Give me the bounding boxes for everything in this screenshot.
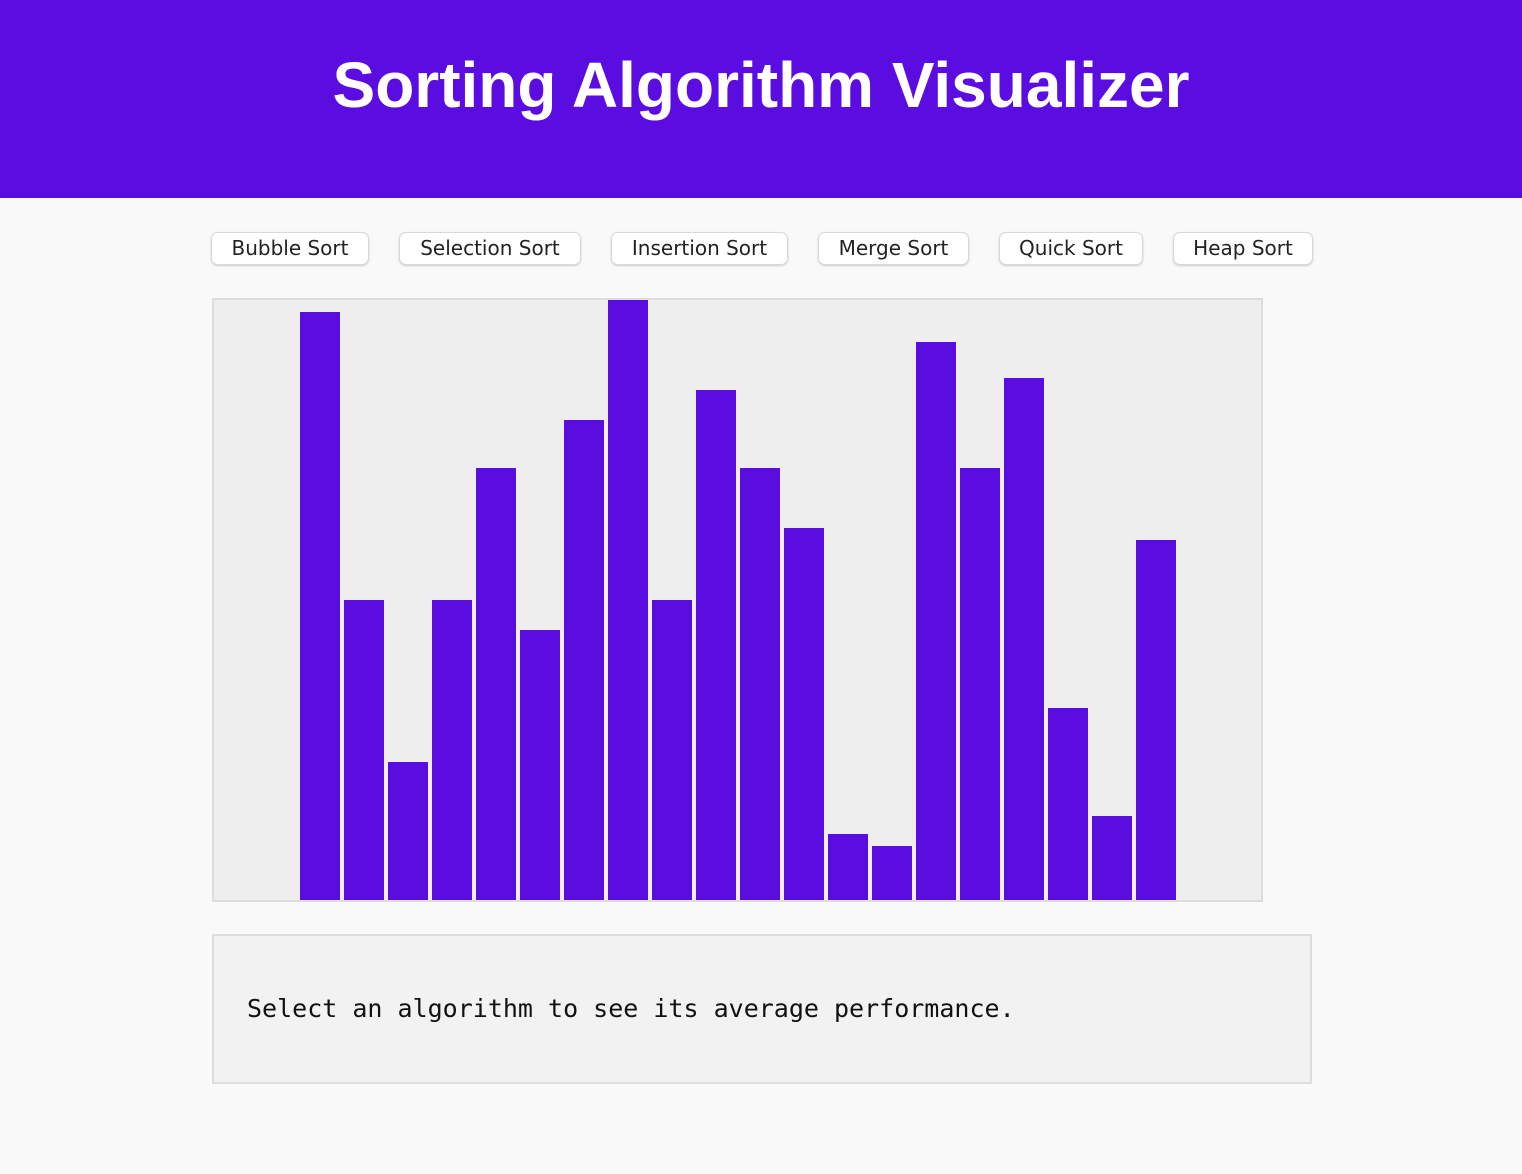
bar	[872, 846, 912, 900]
bar	[652, 600, 692, 900]
bar	[300, 312, 340, 900]
bar	[740, 468, 780, 900]
bar	[1092, 816, 1132, 900]
bar	[828, 834, 868, 900]
bar	[696, 390, 736, 900]
bar	[476, 468, 516, 900]
bar	[432, 600, 472, 900]
bar	[564, 420, 604, 900]
merge-sort-button[interactable]: Merge Sort	[818, 232, 969, 265]
bar	[520, 630, 560, 900]
bar	[1136, 540, 1176, 900]
insertion-sort-button[interactable]: Insertion Sort	[611, 232, 788, 265]
bar	[784, 528, 824, 900]
bar	[344, 600, 384, 900]
bar	[608, 300, 648, 900]
bars-canvas	[300, 300, 1176, 900]
selection-sort-button[interactable]: Selection Sort	[399, 232, 581, 265]
bar	[960, 468, 1000, 900]
performance-info-text: Select an algorithm to see its average p…	[247, 994, 1015, 1023]
bar	[1004, 378, 1044, 900]
bar	[388, 762, 428, 900]
bubble-sort-button[interactable]: Bubble Sort	[211, 232, 369, 265]
performance-info-panel: Select an algorithm to see its average p…	[212, 934, 1312, 1084]
page-title: Sorting Algorithm Visualizer	[332, 49, 1190, 121]
bar	[916, 342, 956, 900]
bar	[1048, 708, 1088, 900]
bar-visualization	[212, 298, 1263, 902]
quick-sort-button[interactable]: Quick Sort	[999, 232, 1143, 265]
header-banner: Sorting Algorithm Visualizer	[0, 0, 1522, 198]
heap-sort-button[interactable]: Heap Sort	[1173, 232, 1313, 265]
